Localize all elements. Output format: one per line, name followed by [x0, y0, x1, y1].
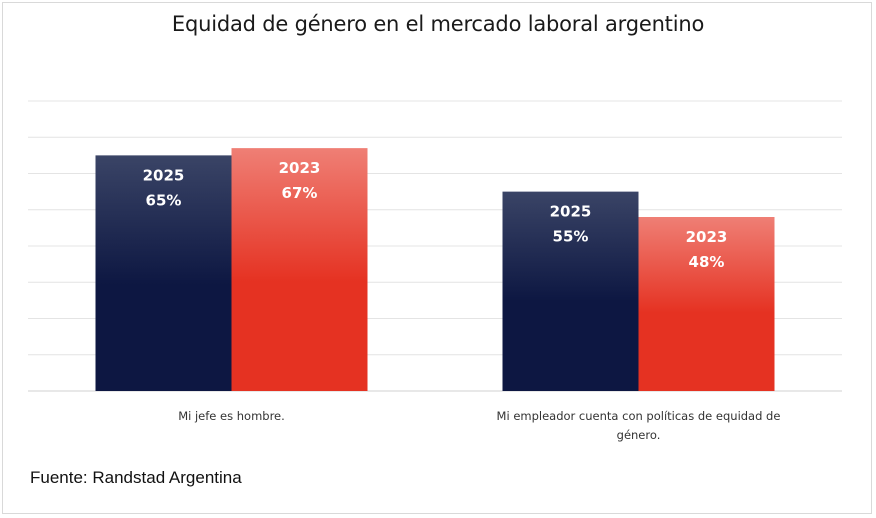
category-label: género. — [617, 428, 661, 442]
bar-series-label: 2023 — [686, 228, 728, 246]
category-labels: Mi jefe es hombre. Mi empleador cuenta co… — [178, 409, 780, 442]
bar-2025-cat1 — [502, 191, 639, 391]
bar-value-label: 48% — [689, 253, 725, 271]
category-label: Mi jefe es hombre. — [178, 409, 285, 423]
source-note: Fuente: Randstad Argentina — [30, 468, 242, 487]
bar-series-label: 2025 — [143, 166, 185, 184]
bar-2023-cat1 — [638, 217, 775, 391]
bar-value-label: 55% — [553, 228, 589, 246]
bar-2023-cat0 — [231, 148, 368, 391]
bar-value-label: 67% — [282, 184, 318, 202]
bar-2025-cat0 — [95, 155, 232, 391]
category-label: Mi empleador cuenta con políticas de equ… — [497, 409, 781, 423]
bar-value-label: 65% — [146, 191, 182, 209]
bar-series-label: 2025 — [550, 203, 592, 221]
bars: 2025 65% 2023 67% 2025 55% 2023 48% — [95, 148, 775, 391]
bar-series-label: 2023 — [279, 159, 321, 177]
chart-title: Equidad de género en el mercado laboral … — [171, 12, 705, 36]
